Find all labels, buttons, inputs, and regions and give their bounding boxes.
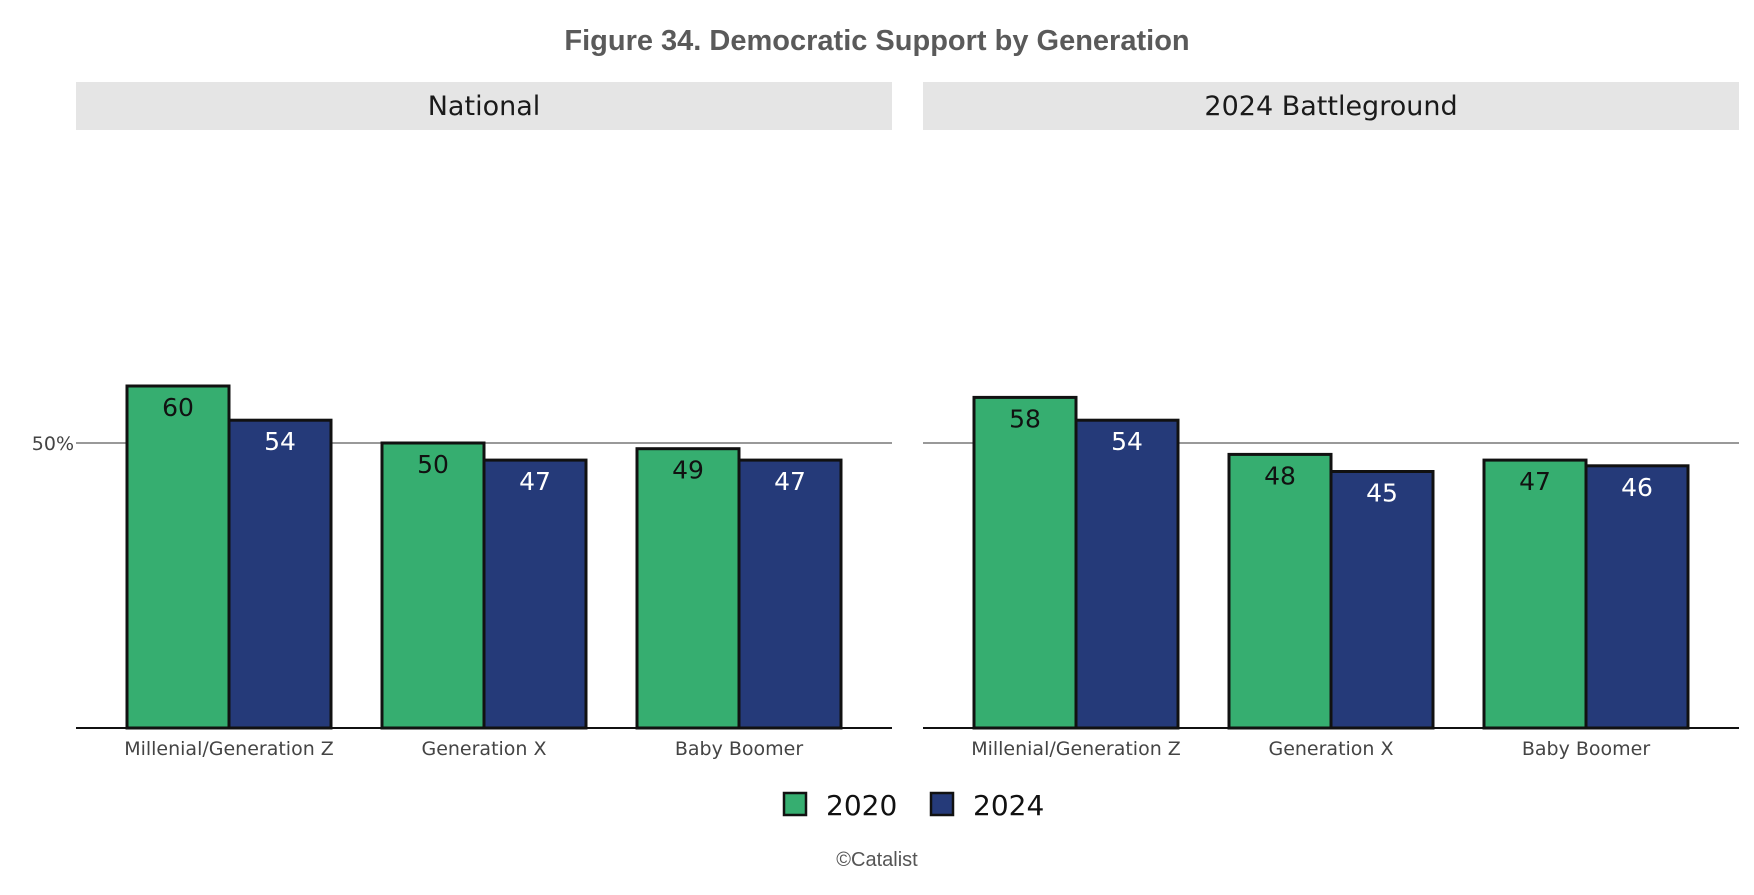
data-label: 47 [774,467,806,496]
legend-label: 2024 [973,789,1044,822]
data-label: 54 [264,427,296,456]
panel-title: National [428,91,541,122]
x-tick-label: Millenial/Generation Z [124,738,334,760]
x-tick-label: Generation X [1268,738,1393,760]
data-label: 48 [1264,461,1296,490]
chart-source: ©Catalist [836,849,918,871]
data-label: 45 [1366,479,1398,508]
bar [227,418,333,730]
data-label: 60 [162,393,194,422]
chart-legend: 2020 2024 [782,789,1044,822]
panel-1: 2024 Battleground 58 54 Millenial/Generatio… [923,82,1739,760]
y-tick-label: 50% [32,433,74,455]
panel-strip [76,82,892,130]
bar [482,458,588,730]
data-label: 46 [1621,473,1653,502]
data-label: 47 [1519,467,1551,496]
bar [1329,470,1435,730]
data-label: 54 [1111,427,1143,456]
bar [125,384,231,730]
legend-label: 2020 [826,789,897,822]
panel-strip [923,82,1739,130]
x-tick-label: Baby Boomer [675,738,804,760]
data-label: 47 [519,467,551,496]
data-label: 58 [1009,404,1041,433]
x-tick-label: Baby Boomer [1522,738,1651,760]
bar [737,458,843,730]
chart-title: Figure 34. Democratic Support by Generat… [564,25,1189,57]
bar [1584,464,1690,730]
data-label: 49 [672,456,704,485]
legend-swatch [929,791,955,817]
legend-swatch [782,791,808,817]
x-tick-label: Millenial/Generation Z [971,738,1181,760]
bar [1227,452,1333,730]
bar [1482,458,1588,730]
bar [1074,418,1180,730]
x-tick-label: Generation X [421,738,546,760]
data-label: 50 [417,450,449,479]
bar [635,447,741,730]
chart-panels: National 50% 60 54 Millenial/Generation Z 50 4… [32,82,1739,760]
bar [972,395,1078,730]
bar [380,441,486,730]
panel-title: 2024 Battleground [1204,91,1457,122]
panel-0: National 50% 60 54 Millenial/Generation Z 50 4… [32,82,892,760]
